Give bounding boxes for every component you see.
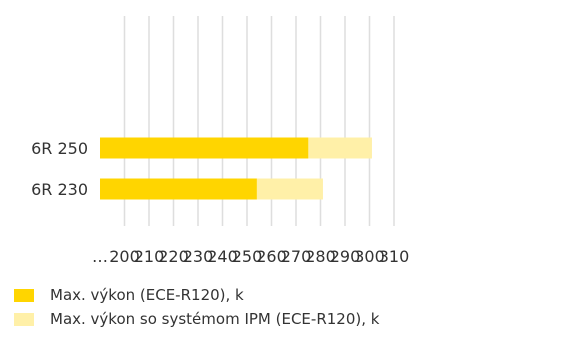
x-tick-label-230: 230: [183, 247, 214, 266]
legend: Max. výkon (ECE-R120), k Max. výkon so s…: [14, 284, 554, 332]
x-tick-label-250: 250: [232, 247, 263, 266]
x-tick-label-280: 280: [305, 247, 336, 266]
x-tick-label-240: 240: [207, 247, 238, 266]
legend-item-max-power: Max. výkon (ECE-R120), k: [14, 284, 554, 306]
bar-6r-250-series-1: [100, 137, 309, 159]
category-label-6r-250: 6R 250: [31, 139, 88, 158]
legend-item-max-power-ipm: Max. výkon so systémom IPM (ECE-R120), k: [14, 308, 554, 330]
x-tick-label-300: 300: [354, 247, 385, 266]
x-tick-label-220: 220: [158, 247, 189, 266]
gridlines: [123, 16, 395, 226]
category-labels: 6R 250 6R 230: [31, 139, 88, 199]
x-tick-label-290: 290: [330, 247, 361, 266]
legend-swatch-max-power-ipm: [14, 312, 34, 326]
legend-label-max-power-ipm: Max. výkon so systémom IPM (ECE-R120), k: [50, 310, 380, 328]
x-tick-label-310: 310: [379, 247, 410, 266]
x-tick-label-210: 210: [134, 247, 165, 266]
bar-6r-230-series-1: [100, 178, 257, 200]
x-tick-label-260: 260: [256, 247, 287, 266]
bars: [100, 137, 372, 200]
legend-swatch-max-power: [14, 288, 34, 302]
category-label-6r-230: 6R 230: [31, 180, 88, 199]
legend-label-max-power: Max. výkon (ECE-R120), k: [50, 286, 244, 304]
x-tick-label-270: 270: [281, 247, 312, 266]
x-tick-label-ellipsis: …: [92, 247, 108, 266]
x-tick-label-200: 200: [109, 247, 140, 266]
